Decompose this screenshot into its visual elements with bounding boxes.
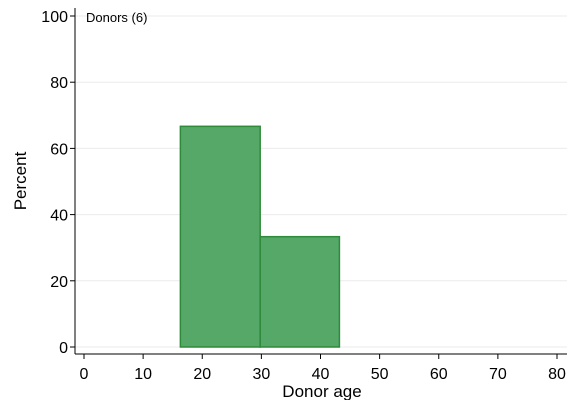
- y-tick-label-20: 20: [50, 274, 68, 291]
- x-tick-label-30: 30: [252, 366, 270, 383]
- x-tick-label-40: 40: [312, 366, 330, 383]
- y-axis-title: Percent: [11, 151, 30, 210]
- x-tick-label-0: 0: [80, 366, 89, 383]
- x-tick-label-50: 50: [371, 366, 389, 383]
- y-tick-label-40: 40: [50, 208, 68, 225]
- axes: 0 20 40 60 80 100 0 10 20 30 40 50 60 70 80: [41, 8, 567, 383]
- panel-label: Donors (6): [86, 10, 147, 25]
- y-tick-label-80: 80: [50, 75, 68, 92]
- gridlines: [75, 15, 567, 348]
- y-tick-label-100: 100: [41, 9, 68, 26]
- histogram-bar-1: [179, 125, 261, 348]
- x-tick-label-10: 10: [134, 366, 152, 383]
- x-axis-title: Donor age: [282, 382, 361, 400]
- x-tick-label-80: 80: [548, 366, 566, 383]
- x-tick-label-20: 20: [193, 366, 211, 383]
- x-tick-label-60: 60: [430, 366, 448, 383]
- bars: [179, 125, 341, 348]
- x-tick-label-70: 70: [489, 366, 507, 383]
- y-tick-label-0: 0: [59, 340, 68, 357]
- y-tick-label-60: 60: [50, 141, 68, 158]
- histogram-bar-2: [259, 235, 341, 348]
